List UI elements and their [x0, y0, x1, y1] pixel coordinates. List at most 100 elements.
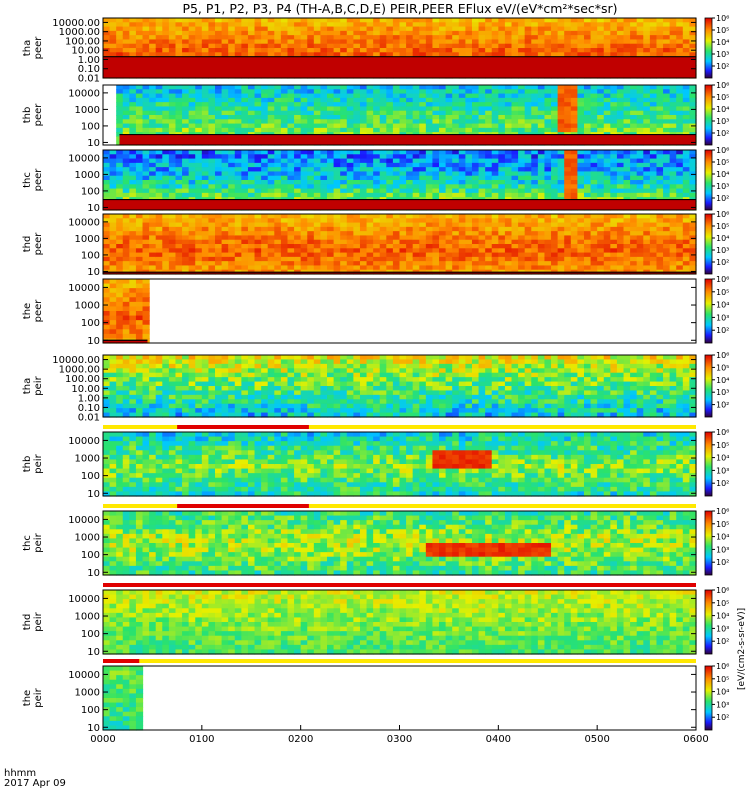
spectrogram-cell	[393, 119, 400, 124]
spectrogram-cell	[143, 171, 150, 176]
spectrogram-cell	[156, 180, 163, 185]
spectrogram-cell	[525, 18, 532, 23]
spectrogram-cell	[584, 163, 591, 168]
spectrogram-cell	[597, 180, 604, 185]
spectrogram-cell	[492, 18, 499, 23]
spectrogram-cell	[498, 154, 505, 159]
spectrogram-cell	[156, 240, 163, 245]
spectrogram-cell	[287, 248, 294, 253]
spectrogram-cell	[518, 180, 525, 185]
spectrogram-cell	[630, 85, 637, 90]
spectrogram-panel: 10000.001000.00100.0010.001.000.100.01th…	[22, 14, 729, 85]
spectrogram-cell	[597, 184, 604, 189]
spectrogram-cell	[413, 171, 420, 176]
spectrogram-cell	[610, 214, 617, 219]
spectrogram-cell	[248, 159, 255, 164]
spectrogram-cell	[340, 94, 347, 99]
spectrogram-cell	[630, 27, 637, 32]
spectrogram-cell	[505, 115, 512, 120]
spectrogram-cell	[143, 223, 150, 228]
spectrogram-cell	[347, 248, 354, 253]
spectrogram-cell	[492, 94, 499, 99]
spectrogram-cell	[558, 223, 565, 228]
spectrogram-cell	[479, 244, 486, 249]
spectrogram-cell	[512, 180, 519, 185]
spectrogram-cell	[617, 223, 624, 228]
spectrogram-cell	[268, 240, 275, 245]
spectrogram-cell	[676, 31, 683, 36]
spectrogram-cell	[268, 253, 275, 258]
spectrogram-cell	[255, 265, 262, 270]
spectrogram-cell	[281, 167, 288, 172]
spectrogram-cell	[419, 189, 426, 194]
spectrogram-cell	[531, 240, 538, 245]
spectrogram-cell	[439, 235, 446, 240]
spectrogram-cell	[518, 235, 525, 240]
spectrogram-cell	[129, 44, 136, 49]
spectrogram-cell	[393, 257, 400, 262]
spectrogram-cell	[143, 102, 150, 107]
spectrogram-cell	[393, 35, 400, 40]
spectrogram-cell	[564, 235, 571, 240]
spectrogram-cell	[472, 227, 479, 232]
spectrogram-cell	[215, 44, 222, 49]
spectrogram-cell	[413, 231, 420, 236]
spectrogram-cell	[235, 176, 242, 181]
spectrogram-cell	[222, 124, 229, 129]
spectrogram-cell	[663, 115, 670, 120]
spectrogram-cell	[340, 180, 347, 185]
spectrogram-cell	[320, 167, 327, 172]
spectrogram-cell	[386, 119, 393, 124]
spectrogram-cell	[261, 44, 268, 49]
spectrogram-cell	[465, 115, 472, 120]
spectrogram-cell	[195, 39, 202, 44]
spectrogram-cell	[406, 102, 413, 107]
spectrogram-cell	[446, 261, 453, 266]
spectrogram-cell	[287, 214, 294, 219]
spectrogram-cell	[624, 89, 631, 94]
spectrogram-cell	[287, 167, 294, 172]
spectrogram-cell	[340, 261, 347, 266]
spectrogram-cell	[452, 128, 459, 133]
spectrogram-cell	[143, 94, 150, 99]
spectrogram-cell	[136, 85, 143, 90]
spectrogram-cell	[261, 167, 268, 172]
spectrogram-cell	[314, 265, 321, 270]
spectrogram-cell	[663, 22, 670, 27]
spectrogram-cell	[208, 111, 215, 116]
spectrogram-cell	[182, 115, 189, 120]
spectrogram-cell	[413, 27, 420, 32]
spectrogram-cell	[268, 184, 275, 189]
spectrogram-cell	[564, 106, 571, 111]
spectrogram-cell	[195, 124, 202, 129]
spectrogram-cell	[123, 115, 130, 120]
spectrogram-cell	[149, 119, 156, 124]
spectrogram-cell	[400, 31, 407, 36]
spectrogram-cell	[287, 240, 294, 245]
spectrogram-cell	[380, 154, 387, 159]
spectrogram-cell	[373, 257, 380, 262]
spectrogram-cell	[143, 98, 150, 103]
spectrogram-cell	[202, 189, 209, 194]
spectrogram-cell	[189, 231, 196, 236]
spectrogram-cell	[189, 163, 196, 168]
spectrogram-cell	[683, 39, 690, 44]
spectrogram-cell	[301, 85, 308, 90]
spectrogram-cell	[347, 124, 354, 129]
spectrogram-cell	[307, 248, 314, 253]
spectrogram-cell	[195, 154, 202, 159]
spectrogram-cell	[637, 35, 644, 40]
spectrogram-cell	[149, 22, 156, 27]
spectrogram-cell	[156, 218, 163, 223]
spectrogram-cell	[459, 189, 466, 194]
spectrogram-cell	[624, 128, 631, 133]
spectrogram-cell	[143, 167, 150, 172]
spectrogram-cell	[123, 89, 130, 94]
spectrogram-cell	[512, 48, 519, 53]
spectrogram-cell	[169, 44, 176, 49]
spectrogram-cell	[281, 119, 288, 124]
spectrogram-cell	[123, 261, 130, 266]
spectrogram-cell	[274, 35, 281, 40]
spectrogram-cell	[182, 102, 189, 107]
spectrogram-cell	[617, 150, 624, 155]
